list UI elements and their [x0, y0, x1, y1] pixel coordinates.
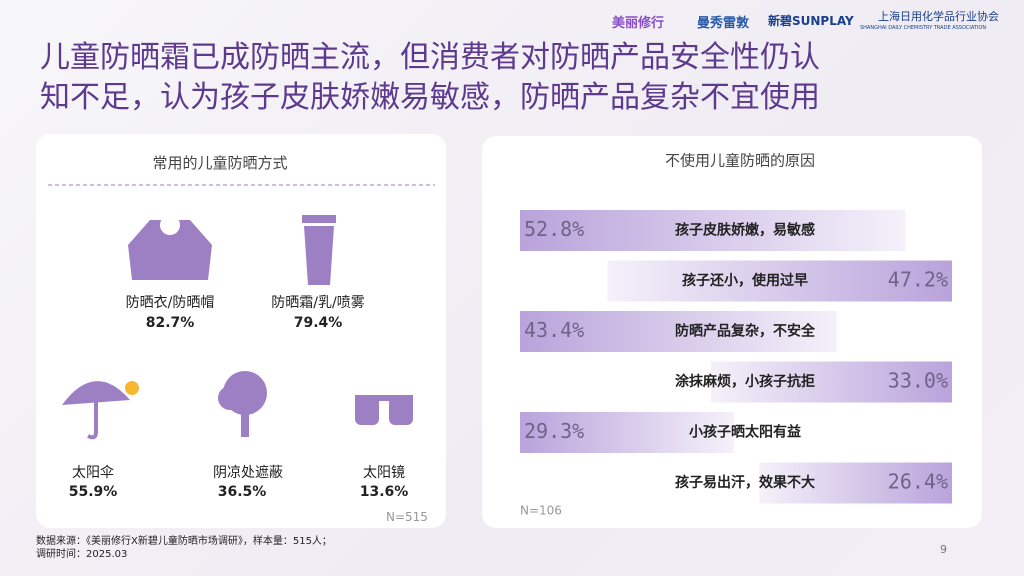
- tree-icon: [218, 371, 267, 437]
- left-panel: [36, 134, 446, 528]
- item-value: 36.5%: [217, 484, 267, 500]
- item-value: 79.4%: [293, 315, 343, 331]
- bar: [711, 361, 952, 403]
- category-label: 孩子还小，使用过早: [682, 272, 808, 289]
- bar: [520, 311, 837, 352]
- item-label: 阴凉处遮蔽: [213, 465, 283, 481]
- item-value: 55.9%: [68, 484, 118, 500]
- value-label: 29.3%: [524, 419, 584, 443]
- chart-title: 不使用儿童防晒的原因: [665, 152, 815, 170]
- value-label: 33.0%: [888, 369, 948, 393]
- logo: 美丽修行: [612, 16, 665, 31]
- title: 儿童防晒霜已成防晒主流，但消费者对防晒产品安全性仍认: [40, 40, 820, 75]
- page-number: 9: [940, 543, 947, 556]
- item-label: 防晒衣/防晒帽: [125, 295, 215, 311]
- jacket-icon: [128, 215, 212, 280]
- panel-heading: 常用的儿童防晒方式: [152, 154, 288, 172]
- sample-size: N=515: [386, 510, 428, 524]
- value-label: 52.8%: [524, 217, 584, 241]
- bar: [520, 412, 734, 453]
- item-label: 太阳镜: [363, 465, 405, 481]
- bar: [607, 260, 952, 302]
- category-label: 孩子皮肤娇嫩，易敏感: [675, 222, 815, 239]
- bar: [759, 462, 952, 504]
- logo: 新碧SUNPLAY: [768, 14, 854, 28]
- value-label: 43.4%: [524, 318, 584, 342]
- cream-icon: [302, 215, 336, 285]
- date: 调研时间：2025.03: [36, 549, 128, 560]
- category-label: 小孩子晒太阳有益: [689, 424, 801, 441]
- sample-size: N=106: [520, 504, 562, 518]
- logo: 上海日用化学品行业协会: [878, 10, 999, 23]
- value-label: 47.2%: [888, 268, 948, 292]
- item-label: 防晒霜/乳/喷雾: [271, 295, 365, 311]
- item-label: 太阳伞: [72, 465, 114, 481]
- glasses-icon: [355, 395, 413, 425]
- category-label: 孩子易出汗，效果不大: [675, 474, 815, 491]
- category-label: 防晒产品复杂，不安全: [675, 323, 816, 340]
- logo: SHANGHAI DAILY CHEMISTRY TRADE ASSOCIATI…: [860, 25, 987, 31]
- logo: 曼秀雷敦: [697, 16, 750, 31]
- item-value: 82.7%: [145, 315, 195, 331]
- umbrella-icon: [62, 381, 139, 440]
- item-value: 13.6%: [359, 484, 409, 500]
- bar: [520, 210, 906, 251]
- value-label: 26.4%: [888, 470, 948, 494]
- category-label: 涂抹麻烦，小孩子抗拒: [675, 373, 815, 390]
- source: 数据来源：《美丽修行X新碧儿童防晒市场调研》，样本量：515人；: [36, 536, 332, 547]
- title: 知不足，认为孩子皮肤娇嫩易敏感，防晒产品复杂不宜使用: [40, 80, 820, 115]
